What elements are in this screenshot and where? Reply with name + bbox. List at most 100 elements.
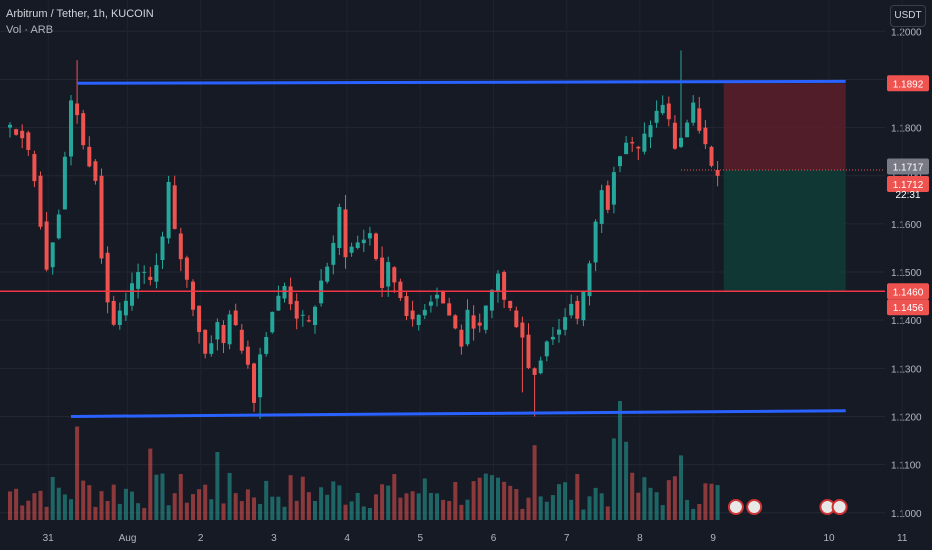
candle-body: [349, 246, 354, 253]
candle-body: [367, 233, 372, 239]
volume-bar: [166, 505, 171, 520]
volume-bar: [154, 474, 159, 520]
volume-bar: [654, 492, 659, 520]
candle-body: [593, 221, 598, 263]
volume-bar: [428, 492, 433, 520]
candle-body: [355, 242, 360, 248]
candle-body: [520, 322, 525, 338]
candle-body: [62, 156, 67, 210]
candle-body: [489, 289, 494, 311]
candle-body: [453, 315, 458, 329]
volume-bar: [8, 491, 12, 520]
candle-body: [392, 267, 397, 283]
candle-body: [691, 102, 696, 123]
candle-body: [264, 336, 269, 354]
volume-bar: [380, 484, 385, 520]
candle-body: [142, 271, 147, 273]
candle-body: [26, 132, 31, 150]
candle-body: [459, 329, 464, 347]
x-tick-label: 5: [418, 533, 424, 544]
volume-bar: [172, 493, 177, 520]
candle-body: [477, 322, 482, 326]
candle-body: [435, 294, 439, 299]
candle-body: [514, 310, 519, 328]
candle-body: [483, 305, 488, 330]
candle-body: [599, 190, 604, 224]
volume-bar: [715, 485, 720, 520]
candle-body: [447, 303, 452, 316]
volume-bar: [386, 485, 391, 520]
candle-body: [441, 291, 446, 304]
candle-body: [416, 314, 421, 325]
volume-bar: [404, 493, 409, 520]
candle-body: [282, 286, 287, 299]
support-lower-price-label: 1.1456: [893, 303, 924, 314]
x-tick-label: 2: [198, 533, 204, 544]
volume-bar: [581, 509, 586, 520]
volume-bar: [660, 505, 665, 520]
candle-body: [697, 108, 702, 131]
candle-body: [209, 343, 214, 354]
candle-body: [111, 300, 116, 325]
volume-bar: [14, 488, 19, 520]
candle-body: [245, 346, 250, 365]
volume-bar: [130, 491, 134, 520]
volume-bar: [447, 500, 452, 520]
volume-bar: [93, 506, 98, 520]
volume-bar: [648, 487, 653, 520]
candle-body: [69, 100, 73, 157]
volume-bar: [636, 492, 641, 520]
economic-event-flag-icon: [746, 499, 763, 515]
candle-body: [544, 341, 549, 357]
volume-bar: [245, 489, 250, 520]
volume-bar: [32, 493, 37, 520]
volume-bar: [618, 401, 622, 520]
volume-bar: [233, 493, 238, 520]
volume-bar: [203, 484, 208, 520]
x-tick-label: 11: [897, 533, 908, 544]
volume-bar: [691, 508, 696, 520]
volume-bar: [520, 508, 525, 520]
y-tick-label: 1.1600: [891, 220, 922, 231]
volume-bar: [593, 487, 598, 520]
volume-bar: [349, 501, 354, 520]
candle-body: [526, 334, 531, 368]
candle-body: [398, 281, 403, 298]
candle-body: [123, 300, 128, 316]
candle-body: [130, 283, 134, 306]
volume-bar: [270, 496, 275, 520]
candle-body: [50, 242, 55, 268]
candle-body: [666, 103, 671, 120]
volume-bar: [62, 494, 67, 520]
candle-body: [294, 300, 299, 319]
volume-bar: [81, 480, 86, 520]
volume-bar: [325, 494, 330, 520]
volume-bar: [679, 455, 683, 520]
x-tick-label: 31: [43, 533, 55, 544]
chart-title: Arbitrum / Tether, 1h, KUCOIN: [6, 8, 154, 20]
volume-bar: [136, 503, 141, 520]
candle-body: [337, 206, 342, 248]
candle-body: [715, 169, 720, 176]
volume-bar: [209, 499, 214, 520]
currency-button[interactable]: USDT: [890, 5, 926, 27]
candle-body: [288, 286, 293, 305]
volume-bar: [117, 503, 122, 520]
candle-body: [703, 127, 708, 145]
candle-body: [532, 368, 537, 375]
volume-bar: [197, 489, 202, 520]
volume-bar: [630, 472, 635, 520]
volume-bar: [99, 491, 104, 520]
candle-body: [611, 172, 616, 205]
candle-body: [239, 329, 244, 351]
volume-bar: [294, 500, 299, 520]
candle-body: [221, 325, 226, 344]
candle-body: [685, 122, 690, 138]
volume-bar: [264, 480, 269, 520]
candle-body: [8, 124, 12, 128]
volume-bar: [550, 495, 555, 520]
volume-bar: [392, 474, 397, 520]
volume-bar: [239, 501, 244, 520]
